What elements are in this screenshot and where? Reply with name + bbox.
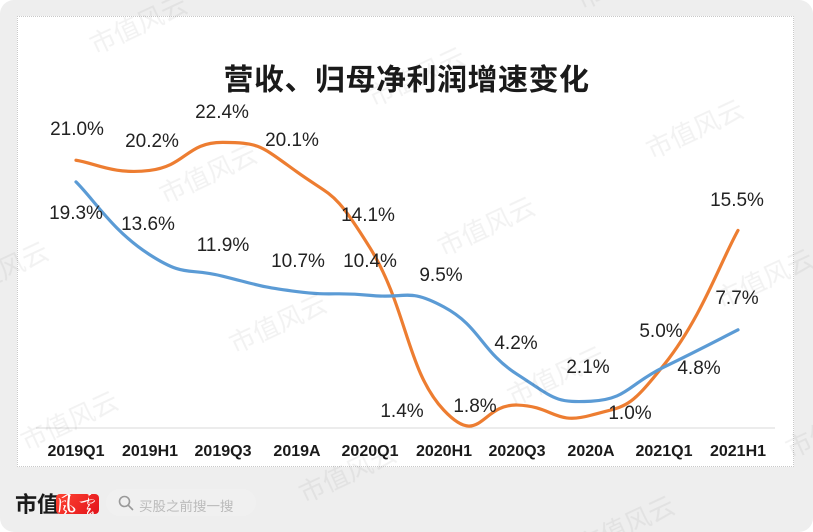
svg-text:风云: 风云	[56, 494, 96, 514]
